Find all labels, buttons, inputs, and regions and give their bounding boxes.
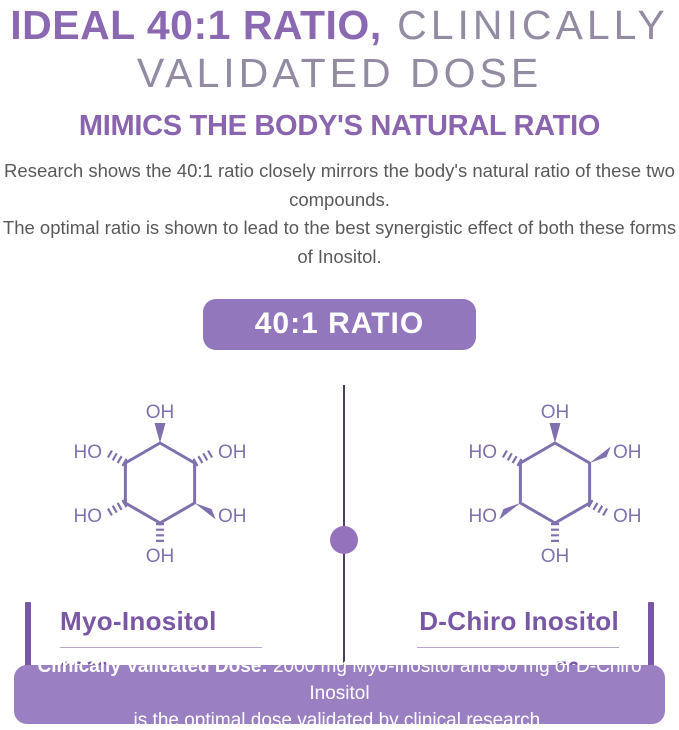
accent-bar-left: [25, 601, 31, 689]
intro-paragraph: Research shows the 40:1 ratio closely mi…: [0, 157, 679, 272]
intro-line-2: The optimal ratio is shown to lead to th…: [2, 217, 677, 267]
banner-line-1-rest: 2000 mg Myo-Inositol and 50 mg of D-Chir…: [267, 656, 642, 705]
accent-bar-right: [648, 601, 654, 689]
banner-line-2: is the optimal dose validated by clinica…: [133, 709, 546, 730]
oh-label: OH: [613, 442, 642, 463]
oh-label: OH: [146, 546, 175, 567]
dose-rule-left: [60, 646, 262, 648]
ratio-badge: 40:1 RATIO: [202, 298, 477, 350]
compound-name-left: Myo-Inositol: [60, 605, 217, 636]
title-line-1: IDEAL 40:1 RATIO, CLINICALLY: [0, 2, 679, 50]
banner-bold-label: Clinically Validated Dose:: [37, 656, 268, 678]
oh-label: OH: [146, 402, 175, 423]
ho-label: HO: [74, 442, 103, 463]
ho-label: HO: [74, 506, 103, 527]
oh-label: OH: [218, 506, 247, 527]
oh-label: OH: [613, 506, 642, 527]
divider-dot-icon: [330, 525, 358, 554]
dose-rule-right: [417, 646, 619, 648]
banner-line-1: Clinically Validated Dose: 2000 mg Myo-I…: [14, 654, 665, 708]
subtitle: MIMICS THE BODY'S NATURAL RATIO: [78, 109, 601, 142]
title-light-text-1: CLINICALLY: [381, 2, 669, 48]
ratio-badge-row: 40:1 RATIO: [0, 298, 679, 350]
comparison-section: OH HO OH HO OH OH OH HO OH HO OH: [0, 380, 679, 705]
ho-label: HO: [469, 506, 498, 527]
oh-label: OH: [541, 546, 570, 567]
oh-label: OH: [218, 442, 247, 463]
title-bold-text: IDEAL 40:1 RATIO,: [10, 2, 382, 48]
d-chiro-inositol-molecule-icon: OH HO OH HO OH OH: [469, 402, 642, 567]
ho-label: HO: [469, 442, 498, 463]
myo-inositol-molecule-icon: OH HO OH HO OH OH: [74, 402, 247, 567]
oh-label: OH: [541, 402, 570, 423]
title-light-text-2: VALIDATED DOSE: [136, 49, 543, 96]
page-title: IDEAL 40:1 RATIO, CLINICALLY VALIDATED D…: [0, 2, 679, 98]
center-divider: [330, 384, 358, 702]
intro-line-1: Research shows the 40:1 ratio closely mi…: [4, 159, 675, 210]
compound-name-right: D-Chiro Inositol: [419, 605, 619, 636]
footer-banner: Clinically Validated Dose: 2000 mg Myo-I…: [14, 656, 665, 730]
